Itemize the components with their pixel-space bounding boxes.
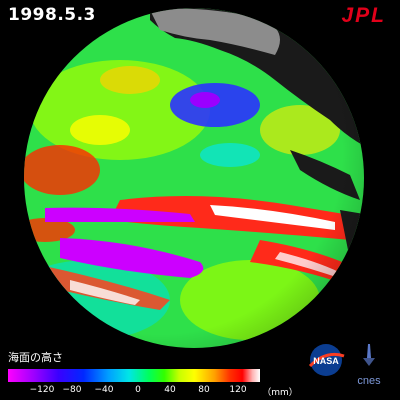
color-scale-ticks: −120 −80 −40 0 40 80 120 （mm） <box>0 385 400 398</box>
tick-label: 40 <box>164 385 176 395</box>
unit-label: （mm） <box>262 388 298 398</box>
tick-label: 80 <box>198 385 210 395</box>
nasa-logo: NASA <box>308 344 345 376</box>
cnes-logo: cnes <box>357 344 381 387</box>
tick-label: −120 <box>29 385 55 395</box>
jpl-logo: JPL <box>341 4 386 27</box>
legend-title: 海面の高さ <box>8 351 63 364</box>
cnes-logo-text: cnes <box>357 375 381 387</box>
date-label: 1998.5.3 <box>8 5 96 25</box>
tick-label: 120 <box>229 385 247 395</box>
nasa-logo-text: NASA <box>313 356 339 366</box>
agency-logos: NASA cnes <box>308 344 381 387</box>
color-scale-bar <box>8 369 260 382</box>
tick-label: −40 <box>94 385 114 395</box>
tick-label: 0 <box>135 385 141 395</box>
tick-label: −80 <box>62 385 82 395</box>
